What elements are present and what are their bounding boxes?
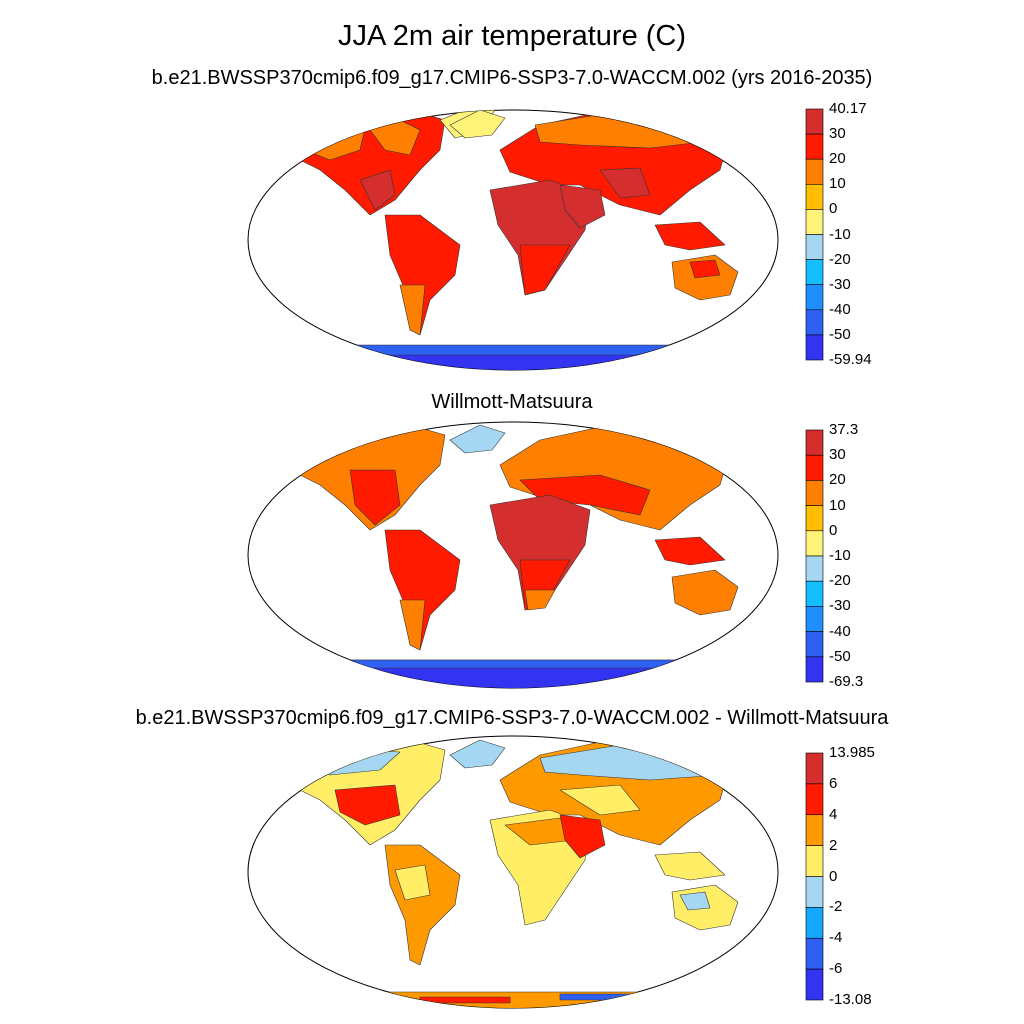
colorbar-2-cell <box>805 505 824 532</box>
colorbar-3-label: 2 <box>829 836 838 854</box>
colorbar-3-label: -2 <box>829 898 843 916</box>
colorbar-2-label: -20 <box>829 572 851 590</box>
colorbar-3-cell <box>805 876 824 908</box>
colorbar-1-cell <box>805 108 824 135</box>
panel-1-south-america <box>384 214 461 336</box>
figure-title: JJA 2m air temperature (C) <box>337 20 687 52</box>
colorbar-1-label: 30 <box>829 125 846 143</box>
colorbar-2-label: -30 <box>829 597 851 615</box>
colorbar-2-cell <box>805 555 824 582</box>
colorbar-1-label: -30 <box>829 275 851 293</box>
panel-2-map <box>247 421 779 689</box>
colorbar-1-label: 10 <box>829 175 846 193</box>
colorbar-1-cell <box>805 133 824 160</box>
colorbar-2-label: -40 <box>829 622 851 640</box>
panel-3-greenland <box>449 739 506 769</box>
colorbar-1-label: -10 <box>829 225 851 243</box>
colorbar-2-cell <box>805 606 824 632</box>
panel-3-map <box>247 735 779 1009</box>
colorbar-1-cell <box>805 259 824 286</box>
colorbar-3-label: -4 <box>829 929 843 947</box>
panel-1-greenland <box>449 110 506 139</box>
colorbar-2-label: -69.3 <box>829 673 864 690</box>
colorbar-3-label: 6 <box>829 774 838 792</box>
colorbar-2-cell <box>805 429 824 456</box>
colorbar-2-cell <box>805 580 824 607</box>
colorbar-2-cell <box>805 656 824 683</box>
colorbar-3-label: -6 <box>829 960 843 978</box>
colorbar-1-label: -40 <box>829 300 851 318</box>
colorbar-1-label: 40.17 <box>829 100 867 117</box>
panel-1-arabia <box>559 184 606 229</box>
panel-2-se-asia <box>654 536 726 566</box>
panel-3-se-asia <box>654 851 726 881</box>
panel-1-title: b.e21.BWSSP370cmip6.f09_g17.CMIP6-SSP3-7… <box>151 67 873 89</box>
panel-3-colorbar <box>805 752 824 1001</box>
colorbar-3-cell <box>805 845 824 877</box>
colorbar-3-cell <box>805 783 824 816</box>
panel-1-map <box>247 109 779 371</box>
colorbar-2-label: 10 <box>829 496 846 514</box>
colorbar-3-label: 13.985 <box>829 744 875 761</box>
colorbar-1-cell <box>805 284 824 311</box>
colorbar-3-cell <box>805 937 824 970</box>
colorbar-1-label: -59.94 <box>829 351 872 368</box>
colorbar-1-cell <box>805 309 824 336</box>
panel-2-title: Willmott-Matsuura <box>431 391 593 413</box>
colorbar-3-label: 4 <box>829 805 838 823</box>
colorbar-1-cell <box>805 158 824 185</box>
colorbar-3-label: -13.08 <box>829 991 872 1008</box>
panel-3-arabia <box>559 814 606 859</box>
panel-2-australia <box>671 569 739 616</box>
colorbar-2-label: -50 <box>829 647 851 665</box>
panel-2-colorbar <box>805 429 824 683</box>
colorbar-3-label: 0 <box>829 867 838 885</box>
colorbar-2-cell <box>805 530 824 557</box>
colorbar-1-cell <box>805 184 824 210</box>
panel-2-greenland <box>449 424 506 454</box>
panel-1-australia <box>671 254 739 301</box>
colorbar-1-cell <box>805 209 824 235</box>
colorbar-2-cell <box>805 480 824 506</box>
colorbar-1-label: 0 <box>829 200 838 218</box>
colorbar-2-label: 0 <box>829 521 838 539</box>
colorbar-2-label: 37.3 <box>829 421 859 438</box>
colorbar-1-label: -50 <box>829 325 851 343</box>
colorbar-3-cell <box>805 968 824 1001</box>
colorbar-3-cell <box>805 907 824 939</box>
panel-1-se-asia <box>654 221 726 251</box>
colorbar-2-label: 30 <box>829 446 846 464</box>
colorbar-2-label: 20 <box>829 471 846 489</box>
colorbar-1-cell <box>805 334 824 361</box>
colorbar-3-cell <box>805 814 824 846</box>
colorbar-1-label: -20 <box>829 250 851 268</box>
panel-1-colorbar <box>805 108 824 361</box>
colorbar-2-cell <box>805 454 824 481</box>
colorbar-2-label: -10 <box>829 547 851 564</box>
panel-3-antarctica <box>248 991 778 1008</box>
colorbar-2-cell <box>805 631 824 658</box>
colorbar-3-cell <box>805 752 824 785</box>
panel-3-title: b.e21.BWSSP370cmip6.f09_g17.CMIP6-SSP3-7… <box>135 707 889 729</box>
colorbar-1-label: 20 <box>829 150 846 168</box>
colorbar-1-cell <box>805 234 824 260</box>
panel-2-south-america <box>384 529 461 651</box>
